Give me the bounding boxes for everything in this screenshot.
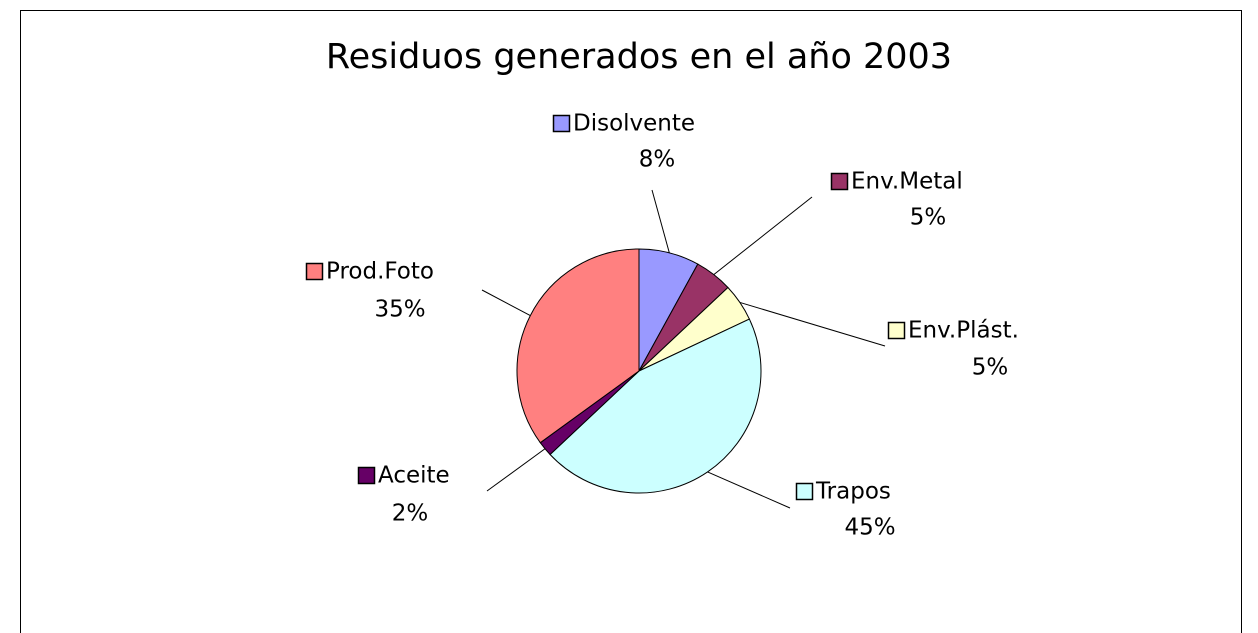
slice-value-label: 5% — [910, 205, 947, 231]
slice-value-label: 35% — [374, 297, 425, 323]
slice-value-label: 8% — [639, 147, 676, 173]
slice-value-label: 5% — [972, 355, 1009, 381]
legend-key — [795, 482, 814, 501]
slice-label: Trapos — [815, 479, 891, 505]
leader-line — [486, 448, 546, 492]
legend-key — [305, 262, 324, 281]
leader-line — [713, 196, 813, 275]
slice-label: Disolvente — [573, 111, 695, 137]
legend-key — [357, 466, 376, 485]
slice-label: Prod.Foto — [326, 259, 434, 285]
slice-value-label: 45% — [844, 515, 895, 541]
leader-line — [707, 471, 791, 509]
slice-label: Aceite — [378, 463, 450, 489]
leader-line — [481, 289, 531, 317]
legend-key — [552, 114, 571, 133]
leader-line — [651, 189, 670, 253]
legend-key — [887, 321, 906, 340]
slice-value-label: 2% — [392, 501, 429, 527]
leader-line — [739, 301, 886, 347]
slice-label: Env.Metal — [851, 169, 963, 195]
chart-title: Residuos generados en el año 2003 — [326, 37, 952, 77]
slice-label: Env.Plást. — [908, 318, 1019, 344]
legend-key — [830, 172, 849, 191]
